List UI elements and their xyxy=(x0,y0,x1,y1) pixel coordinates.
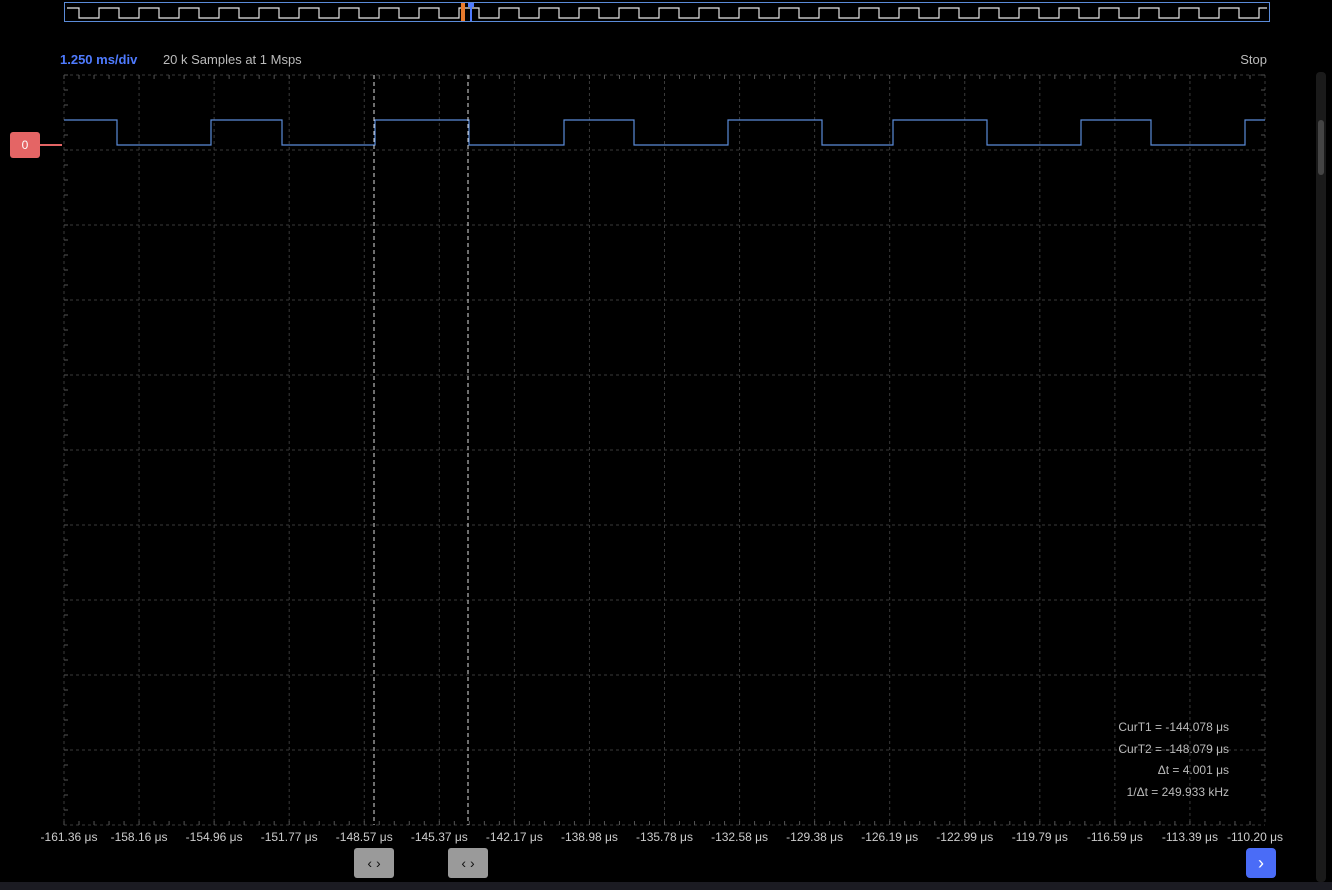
overview-view-marker-head xyxy=(468,3,474,7)
x-tick-label: -151.77 μs xyxy=(260,830,318,844)
x-tick-label: -138.98 μs xyxy=(560,830,618,844)
sample-info-label: 20 k Samples at 1 Msps xyxy=(162,52,302,67)
x-tick-label: -110.20 μs xyxy=(1226,830,1284,844)
vertical-scrollbar[interactable] xyxy=(1316,72,1326,882)
inverse-delta-t-readout: 1/Δt = 249.933 kHz xyxy=(1126,785,1229,799)
overview-cursor-1-marker xyxy=(461,3,465,21)
overview-view-marker xyxy=(470,3,472,21)
cursor-2-drag-button[interactable]: ‹ › xyxy=(448,848,488,878)
channel-0-marker[interactable]: 0 xyxy=(10,132,40,158)
overview-waveform-path xyxy=(67,7,1267,19)
next-button[interactable]: › xyxy=(1246,848,1276,878)
x-tick-label: -126.19 μs xyxy=(861,830,919,844)
cursor-1-drag-button[interactable]: ‹ › xyxy=(354,848,394,878)
x-tick-label: -135.78 μs xyxy=(636,830,693,844)
x-tick-label: -158.16 μs xyxy=(110,830,168,844)
overview-strip[interactable] xyxy=(64,2,1270,22)
x-tick-label: -148.57 μs xyxy=(335,830,393,844)
scrollbar-thumb[interactable] xyxy=(1318,120,1324,175)
header-info: 1.250 ms/div 20 k Samples at 1 Msps xyxy=(60,52,302,67)
x-tick-label: -142.17 μs xyxy=(485,830,543,844)
status-label: Stop xyxy=(1240,52,1267,67)
bottom-bar xyxy=(0,882,1332,890)
left-right-arrows-icon: ‹ › xyxy=(461,855,475,871)
x-tick-label: -132.58 μs xyxy=(711,830,769,844)
cursor-t2-readout: CurT2 = -148.079 μs xyxy=(1118,742,1229,756)
timebase-label[interactable]: 1.250 ms/div xyxy=(60,52,138,67)
x-tick-label: -129.38 μs xyxy=(786,830,844,844)
chevron-right-icon: › xyxy=(1258,852,1264,873)
x-tick-label: -119.79 μs xyxy=(1011,830,1068,844)
cursor-t1-readout: CurT1 = -144.078 μs xyxy=(1118,720,1229,734)
left-right-arrows-icon: ‹ › xyxy=(367,855,381,871)
channel-0-waveform xyxy=(64,119,1265,146)
x-tick-label: -145.37 μs xyxy=(410,830,468,844)
channel-0-marker-line xyxy=(40,144,62,146)
overview-waveform xyxy=(67,3,1267,21)
channel-label: 0 xyxy=(21,138,29,152)
plot-area[interactable] xyxy=(0,0,1332,830)
x-tick-label: -116.59 μs xyxy=(1086,830,1143,844)
x-tick-label: -161.36 μs xyxy=(40,830,98,844)
x-tick-label: -113.39 μs xyxy=(1161,830,1218,844)
x-tick-label: -122.99 μs xyxy=(936,830,994,844)
x-tick-label: -154.96 μs xyxy=(185,830,243,844)
delta-t-readout: Δt = 4.001 μs xyxy=(1157,763,1229,777)
